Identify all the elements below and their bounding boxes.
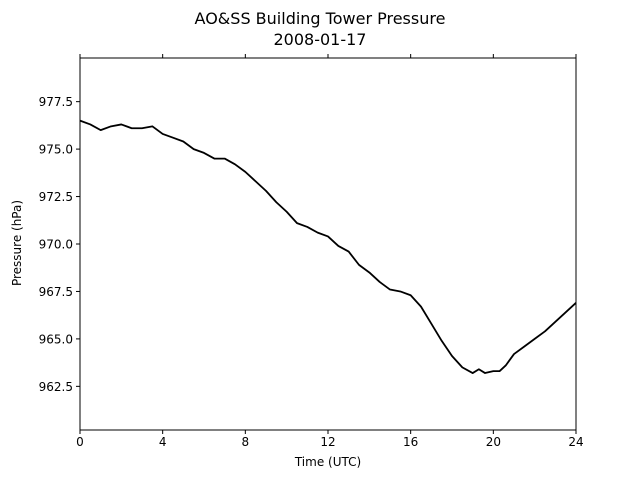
y-tick-label: 972.5: [39, 190, 73, 204]
x-tick-label: 8: [242, 435, 250, 449]
y-tick-label: 977.5: [39, 95, 73, 109]
y-tick-label: 975.0: [39, 143, 73, 157]
chart-title: AO&SS Building Tower Pressure: [195, 9, 446, 28]
x-tick-label: 0: [76, 435, 84, 449]
y-tick-label: 970.0: [39, 238, 73, 252]
y-axis: 962.5 965.0 967.5 970.0 972.5 975.0 977.5: [39, 95, 80, 394]
x-axis: 0 4 8 12 16 20 24: [76, 54, 584, 449]
y-tick-label: 965.0: [39, 332, 73, 346]
x-tick-label: 16: [403, 435, 418, 449]
x-tick-label: 24: [568, 435, 583, 449]
plot-area: [79, 119, 577, 374]
x-tick-label: 20: [486, 435, 501, 449]
y-axis-label: Pressure (hPa): [10, 200, 24, 286]
y-tick-label: 962.5: [39, 380, 73, 394]
x-axis-label: Time (UTC): [294, 455, 361, 469]
y-tick-label: 967.5: [39, 285, 73, 299]
chart-subtitle: 2008-01-17: [274, 30, 367, 49]
x-tick-label: 4: [159, 435, 167, 449]
plot-frame: [79, 57, 577, 431]
x-tick-label: 12: [320, 435, 335, 449]
pressure-series-line: [79, 119, 577, 374]
